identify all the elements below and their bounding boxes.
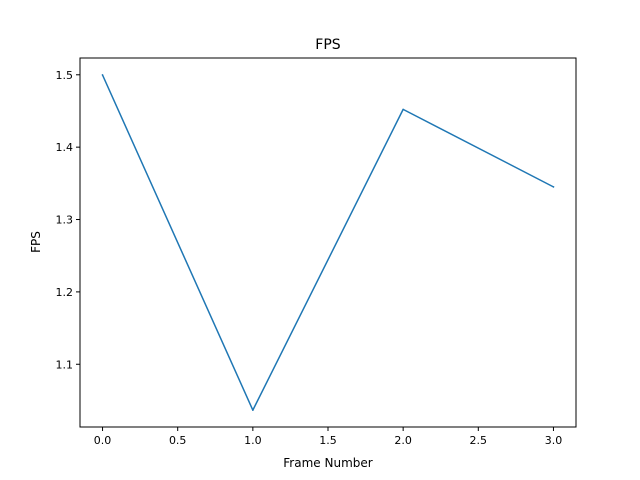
series-group (101, 74, 555, 411)
x-tick-label: 2.5 (470, 434, 488, 447)
x-tick-label: 2.0 (394, 434, 412, 447)
chart-title: FPS (315, 37, 340, 53)
data-point (402, 108, 404, 111)
y-tick-label: 1.3 (56, 214, 74, 227)
y-axis-label: FPS (29, 231, 43, 253)
y-tick-label: 1.4 (56, 141, 74, 154)
data-point (552, 186, 555, 188)
series-line (101, 74, 555, 411)
data-point (252, 409, 254, 411)
x-tick-label: 0.0 (94, 434, 112, 447)
y-tick-label: 1.2 (56, 286, 74, 299)
x-axis-ticks: 0.0 0.5 1.0 1.5 2.0 2.5 3.0 (94, 427, 562, 447)
y-tick-label: 1.1 (56, 358, 74, 371)
x-tick-label: 0.5 (169, 434, 187, 447)
y-axis-ticks: 1.1 1.2 1.3 1.4 1.5 (56, 69, 80, 371)
x-axis-label: Frame Number (283, 456, 372, 470)
plot-frame (79, 57, 577, 428)
x-tick-label: 1.0 (244, 434, 262, 447)
y-tick-label: 1.5 (56, 69, 74, 82)
x-tick-label: 3.0 (545, 434, 563, 447)
x-tick-label: 1.5 (319, 434, 337, 447)
data-point (101, 74, 104, 76)
